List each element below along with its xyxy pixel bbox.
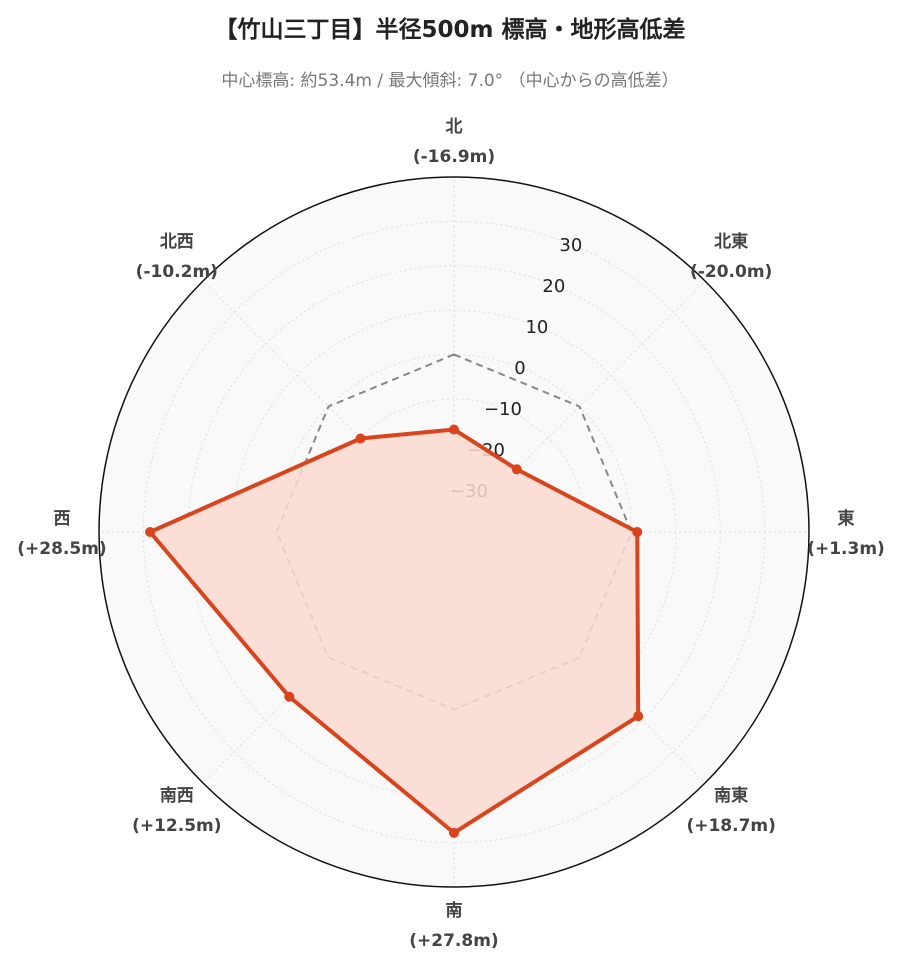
data-point [633, 711, 644, 722]
polar-frame [98, 176, 810, 888]
category-label: 南東 (+18.7m) [686, 785, 775, 836]
grid-spoke [202, 280, 455, 533]
radial-tick-label: −10 [484, 399, 522, 420]
radial-tick-label: 20 [542, 276, 565, 297]
data-point [355, 433, 366, 444]
category-value-label: (-20.0m) [690, 262, 772, 282]
data-point [632, 527, 643, 537]
radial-tick-label: 0 [514, 358, 525, 379]
category-value-label: (+1.3m) [807, 539, 885, 559]
category-label: 南 (+27.8m) [409, 900, 498, 951]
category-name: 北東 [714, 231, 748, 252]
category-name: 北西 [160, 232, 194, 252]
radial-tick-label: 10 [525, 317, 548, 338]
grid-spoke [453, 280, 706, 533]
category-name: 南西 [160, 785, 194, 806]
category-value-label: (+27.8m) [409, 931, 498, 951]
data-point [449, 424, 459, 435]
category-value-label: (+18.7m) [686, 816, 775, 836]
category-label: 南西 (+12.5m) [132, 785, 221, 836]
grid-spoke [453, 531, 706, 784]
category-label: 北東 (-20.0m) [690, 231, 772, 282]
radial-tick-label: 30 [559, 235, 582, 256]
category-value-label: (+28.5m) [17, 539, 106, 559]
category-value-label: (-10.2m) [136, 262, 218, 282]
category-value-label: (-16.9m) [413, 147, 495, 167]
category-label: 東 (+1.3m) [807, 508, 885, 559]
category-name: 東 [838, 508, 855, 529]
data-point [145, 527, 156, 537]
category-label: 西 (+28.5m) [17, 509, 106, 559]
data-point [284, 691, 295, 702]
category-name: 南 [446, 900, 463, 921]
category-name: 西 [54, 509, 71, 529]
grid-spoke [202, 531, 455, 784]
category-value-label: (+12.5m) [132, 816, 221, 836]
data-point [511, 464, 522, 475]
data-point [449, 827, 459, 838]
category-name: 南東 [714, 785, 748, 806]
chart-title: 【竹山三丁目】半径500m 標高・地形高低差 [214, 17, 686, 43]
chart-subtitle: 中心標高: 約53.4m / 最大傾斜: 7.0° （中心からの高低差） [221, 71, 679, 91]
category-name: 北 [446, 117, 463, 137]
category-label: 北 (-16.9m) [413, 117, 495, 167]
category-label: 北西 (-10.2m) [136, 232, 218, 282]
series-area [150, 429, 639, 833]
